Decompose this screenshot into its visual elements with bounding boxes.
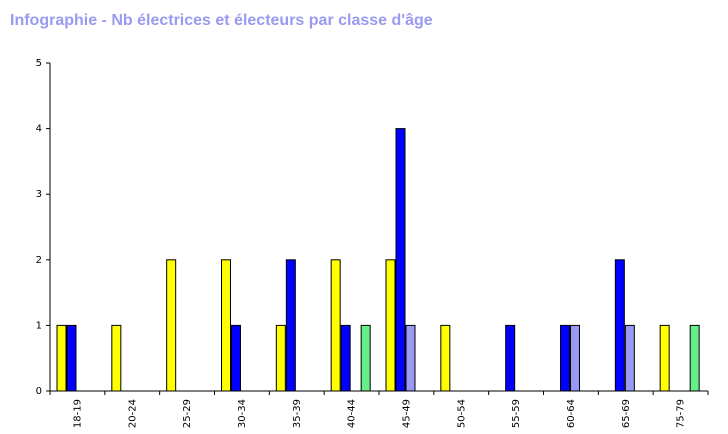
x-tick-label: 20-24 [127,399,138,428]
y-tick-label: 1 [36,320,42,331]
bar [395,128,406,392]
bar [285,259,296,392]
bar [166,259,177,392]
x-tick-label: 35-39 [292,399,303,428]
y-tick-label: 5 [36,58,42,69]
x-tick-label: 65-69 [621,399,632,428]
bar [111,324,122,392]
bar [56,324,67,392]
bar [659,324,670,392]
bar [360,324,371,392]
x-tick-label: 75-79 [676,399,687,428]
bar [505,324,516,392]
x-tick-label: 45-49 [401,399,412,428]
bar [570,324,580,392]
x-tick-label: 25-29 [182,399,193,428]
bar [624,324,635,392]
bar [385,259,396,392]
bar [221,259,231,392]
bar [66,324,77,392]
y-tick-label: 0 [36,386,42,397]
bar [440,324,451,392]
bar [614,259,625,392]
x-tick-label: 60-64 [566,399,577,428]
x-tick-label: 18-19 [72,399,83,428]
y-tick-label: 3 [36,189,42,200]
y-tick-label: 4 [36,124,42,135]
x-tick-label: 55-59 [511,399,522,428]
bar [340,324,351,392]
bar [405,324,416,392]
y-tick-label: 2 [36,255,42,266]
x-tick-label: 50-54 [456,399,467,428]
x-tick-label: 40-44 [347,399,358,428]
x-tick-label: 30-34 [237,399,248,428]
bar [231,324,241,392]
bar [275,324,286,392]
bar [689,324,700,392]
bar [560,324,570,392]
chart-title: Infographie - Nb électrices et électeurs… [10,12,433,29]
bar [330,259,341,392]
